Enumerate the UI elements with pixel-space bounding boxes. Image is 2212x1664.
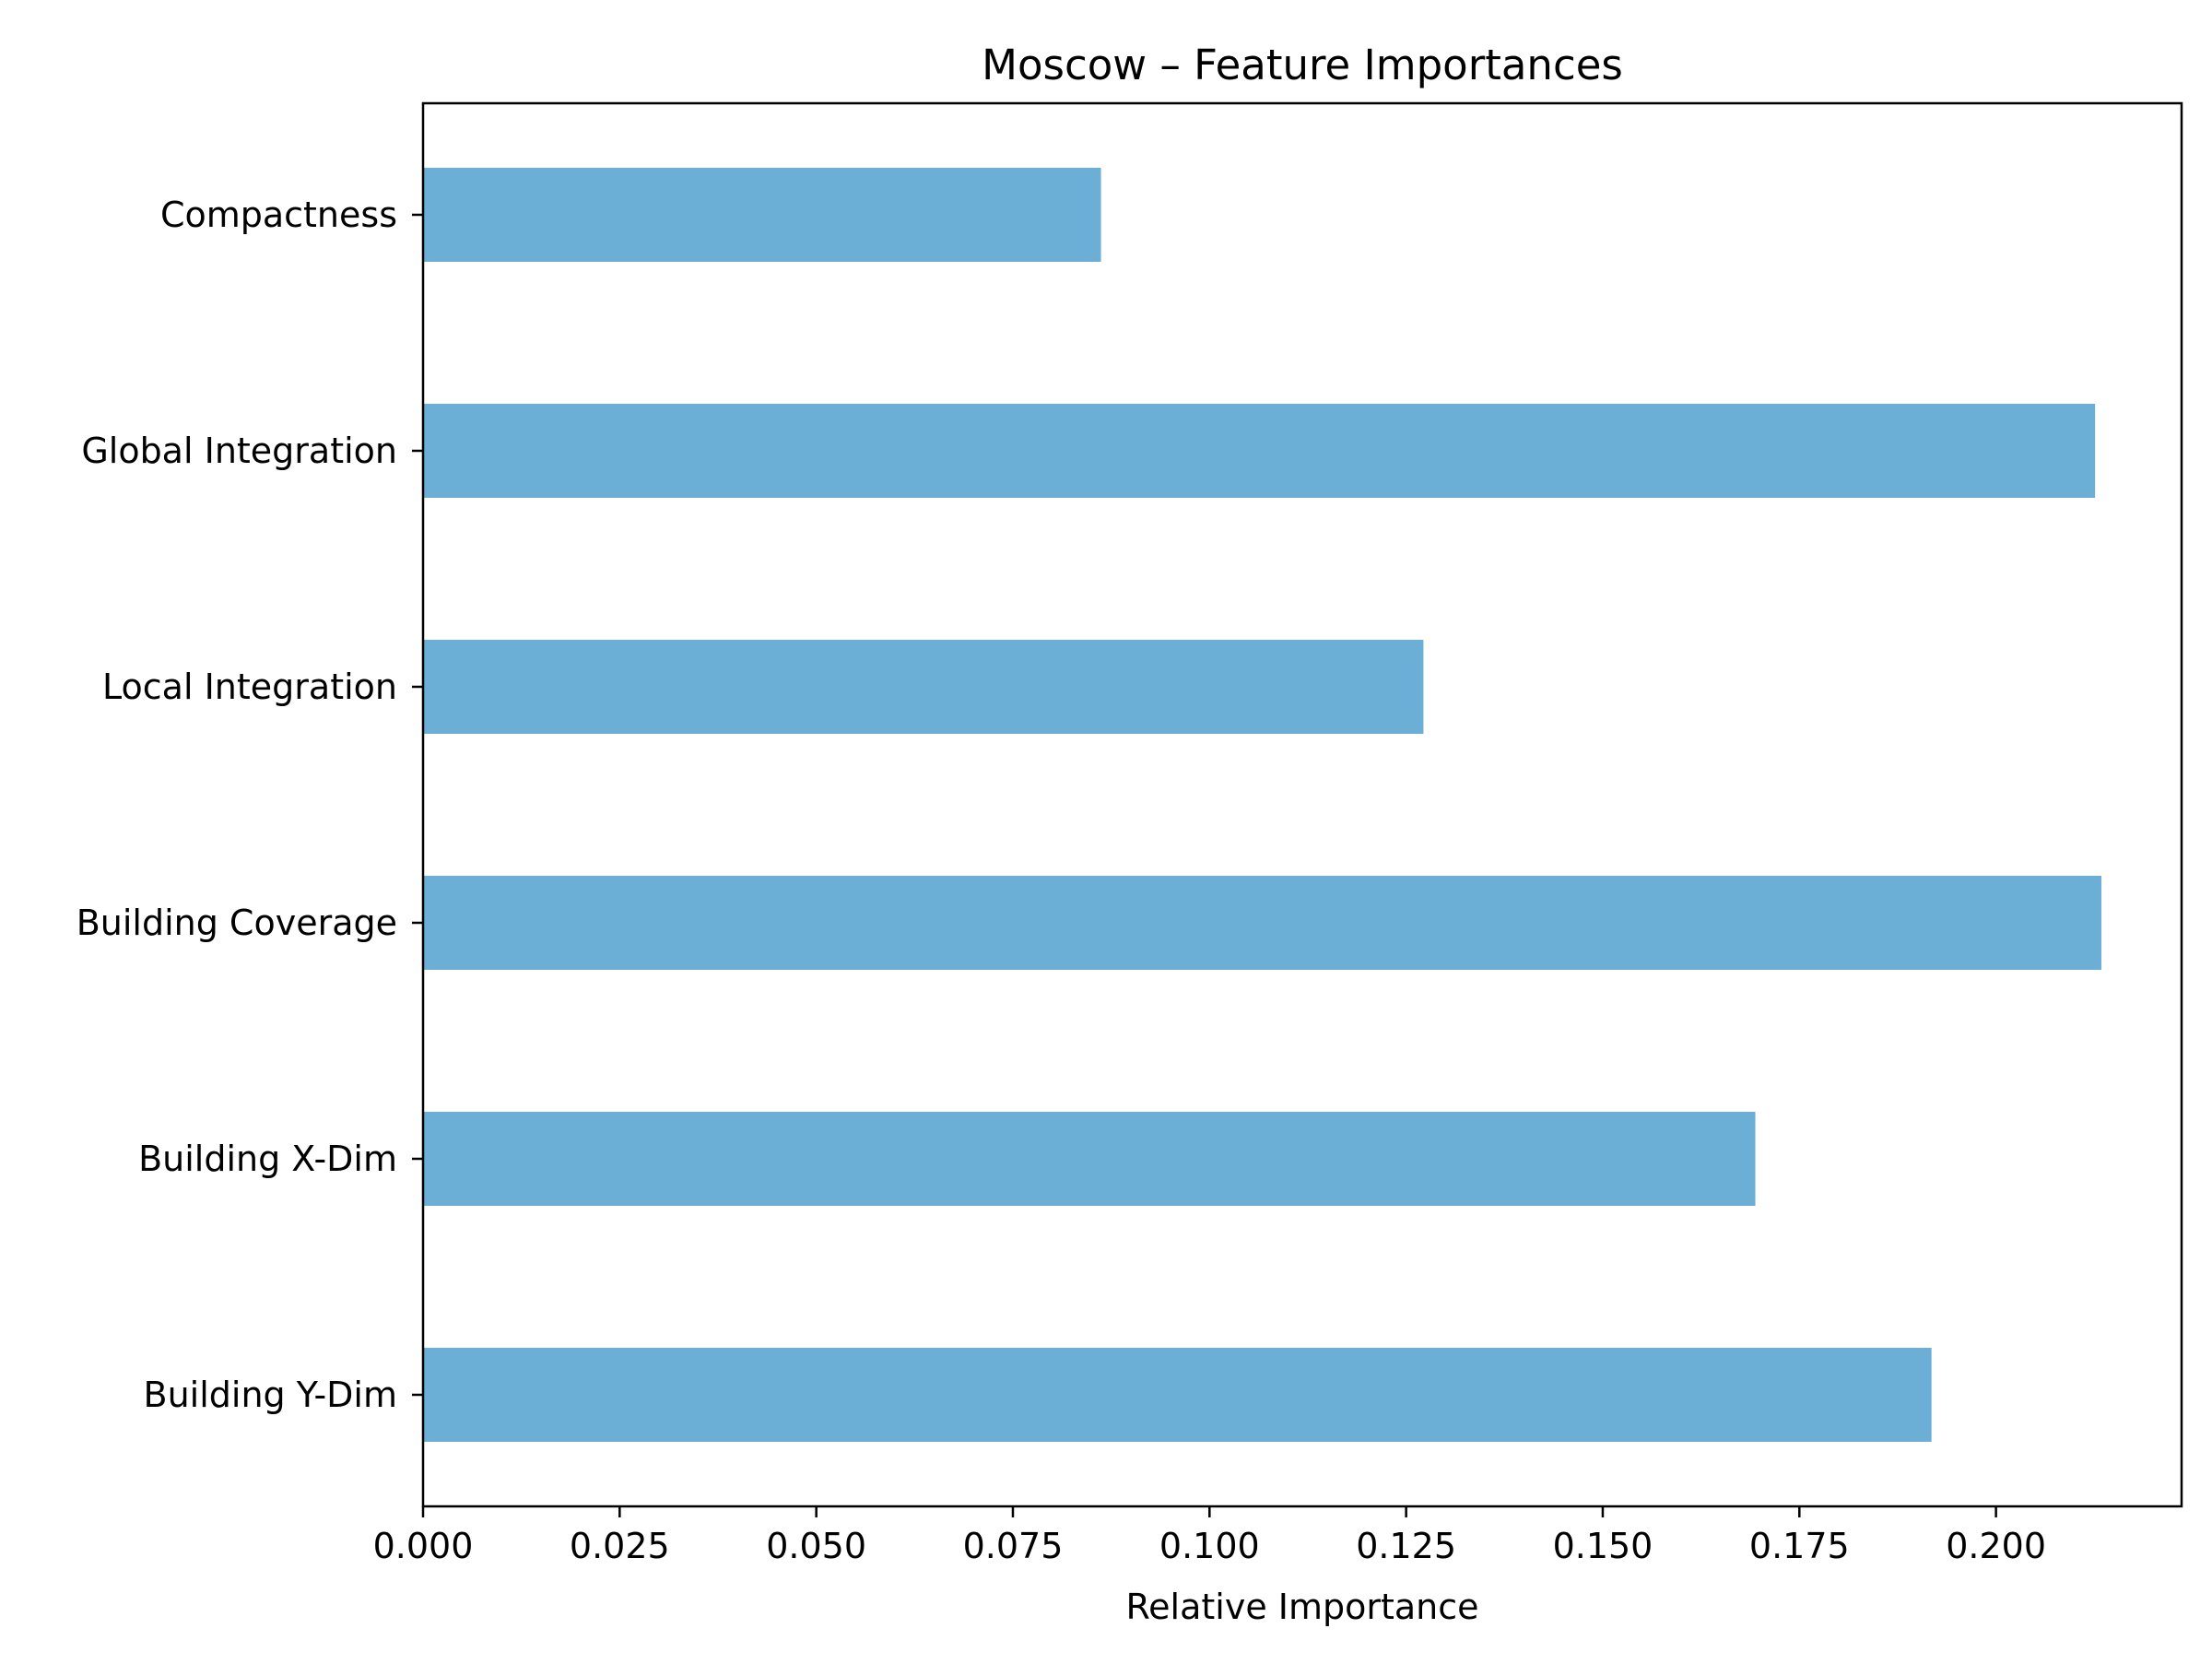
y-axis: Compactness Global Integration Local Integ… xyxy=(76,195,423,1415)
bar-global-integration xyxy=(423,404,2096,498)
y-tick-label: Building X-Dim xyxy=(138,1139,397,1179)
x-tick-label: 0.075 xyxy=(963,1526,1064,1566)
y-tick-label: Building Coverage xyxy=(76,903,397,943)
x-tick-label: 0.150 xyxy=(1553,1526,1653,1566)
x-tick-label: 0.100 xyxy=(1159,1526,1260,1566)
x-tick-label: 0.125 xyxy=(1356,1526,1456,1566)
x-tick-label: 0.050 xyxy=(766,1526,866,1566)
x-tick-label: 0.175 xyxy=(1749,1526,1850,1566)
x-tick-label: 0.000 xyxy=(373,1526,474,1566)
bar-local-integration xyxy=(423,640,1424,734)
plot-frame xyxy=(421,101,2183,1508)
x-tick-label: 0.200 xyxy=(1946,1526,2046,1566)
y-tick-label: Local Integration xyxy=(102,667,397,707)
y-tick-label: Global Integration xyxy=(81,431,397,471)
bar-building-x-dim xyxy=(423,1112,1756,1206)
bar-building-y-dim xyxy=(423,1348,1932,1442)
bars-group xyxy=(423,168,2101,1442)
bar-building-coverage xyxy=(423,876,2101,970)
x-axis-label: Relative Importance xyxy=(1125,1587,1478,1627)
y-tick-label: Compactness xyxy=(160,195,397,235)
chart-title: Moscow – Feature Importances xyxy=(982,41,1623,89)
y-tick-label: Building Y-Dim xyxy=(144,1375,397,1415)
bar-compactness xyxy=(423,168,1101,262)
x-tick-label: 0.025 xyxy=(570,1526,670,1566)
x-axis: 0.000 0.025 0.050 0.075 0.100 0.125 0.150 0.175… xyxy=(373,1506,2046,1566)
